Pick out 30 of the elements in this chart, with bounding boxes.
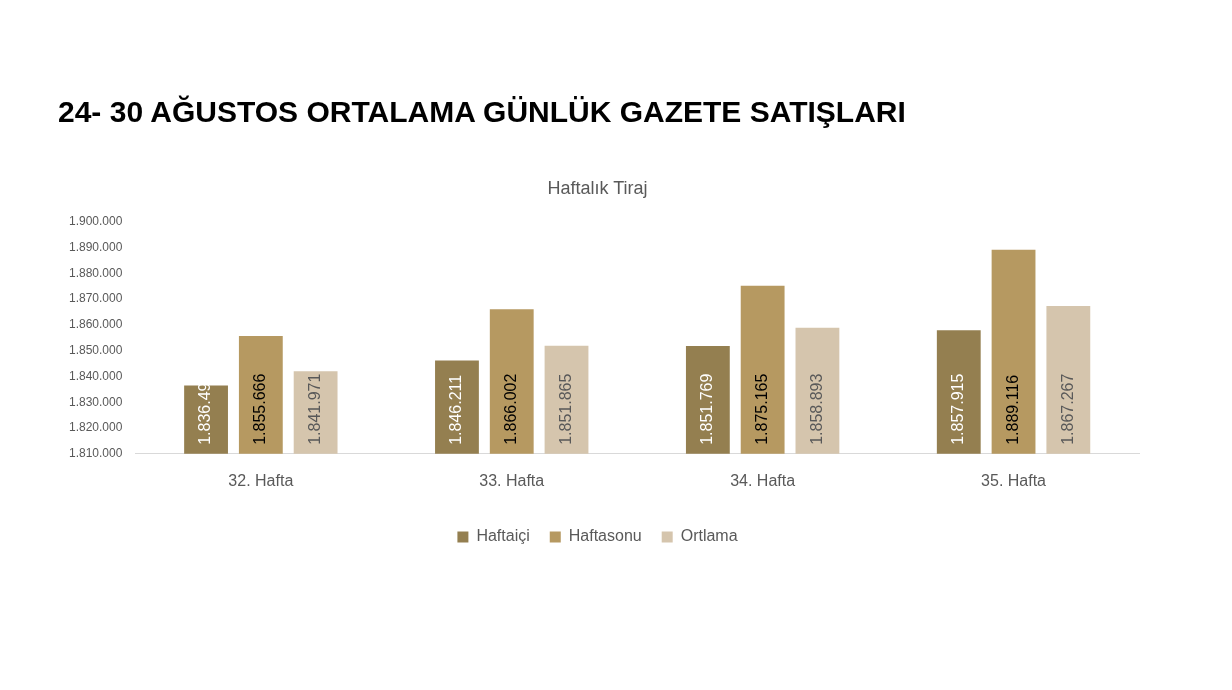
- y-tick-label: 1.890.000: [68, 239, 123, 254]
- legend-label: Haftaiçi: [476, 527, 530, 545]
- y-tick-label: 1.830.000: [68, 394, 123, 409]
- x-tick-label: 32. Hafta: [228, 471, 294, 489]
- data-label: 1.866.002: [502, 373, 520, 445]
- data-label: 1.855.666: [251, 373, 269, 445]
- data-label: 1.889.116: [1003, 374, 1021, 445]
- legend-label: Haftasonu: [568, 527, 642, 545]
- y-tick-label: 1.860.000: [68, 317, 123, 332]
- y-tick-label: 1.880.000: [68, 265, 123, 280]
- y-tick-label: 1.900.000: [68, 213, 123, 228]
- data-label: 1.851.769: [698, 373, 716, 445]
- chart-subtitle: Haftalık Tiraj: [547, 177, 648, 198]
- y-tick-label: 1.820.000: [68, 420, 123, 435]
- data-label: 1.841.971: [306, 373, 324, 445]
- data-label: 1.858.893: [807, 373, 825, 445]
- y-tick-label: 1.870.000: [68, 291, 123, 306]
- data-label: 1.857.915: [949, 373, 967, 445]
- legend-label: Ortlama: [680, 527, 738, 545]
- x-tick-label: 35. Hafta: [981, 471, 1047, 489]
- x-tick-label: 33. Hafta: [479, 471, 545, 489]
- x-tick-label: 34. Hafta: [730, 471, 796, 489]
- data-label: 1.851.865: [556, 373, 574, 445]
- y-tick-label: 1.850.000: [68, 342, 123, 357]
- y-tick-label: 1.810.000: [68, 446, 123, 461]
- data-label: 1.846.211: [447, 374, 465, 445]
- y-tick-label: 1.840.000: [68, 368, 123, 383]
- data-label: 1.875.165: [753, 373, 771, 445]
- data-label: 1.867.267: [1058, 373, 1076, 445]
- chart-title: 24- 30 AĞUSTOS ORTALAMA GÜNLÜK GAZETE SATIŞLARI: [58, 94, 906, 130]
